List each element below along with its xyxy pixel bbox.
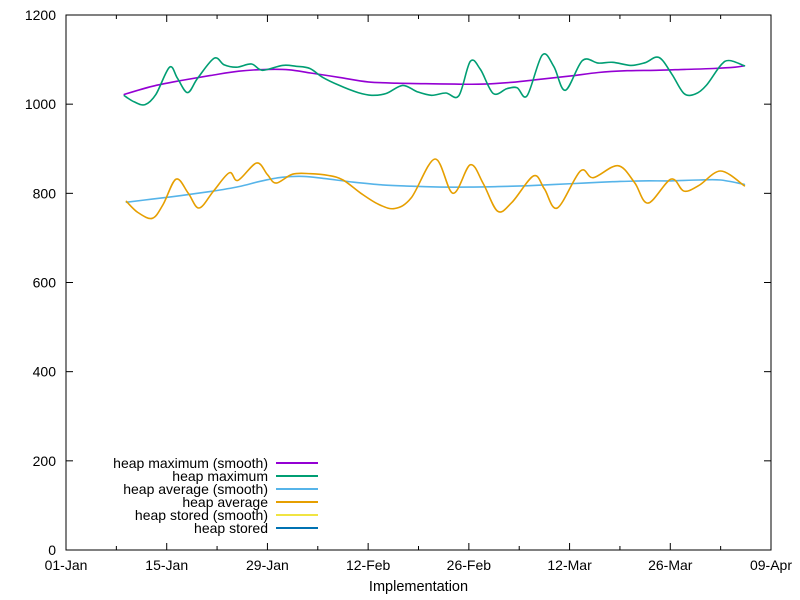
- x-tick-label: 09-Apr: [750, 557, 792, 573]
- y-tick-label: 0: [48, 542, 56, 558]
- legend-label: heap stored: [194, 520, 268, 536]
- x-tick-label: 15-Jan: [145, 557, 188, 573]
- x-tick-label: 01-Jan: [45, 557, 88, 573]
- legend-label: heap maximum (smooth): [113, 455, 268, 471]
- x-tick-label: 26-Mar: [648, 557, 693, 573]
- y-tick-label: 200: [33, 453, 57, 469]
- y-tick-label: 1200: [25, 7, 56, 23]
- series-heap-maximum: [123, 53, 746, 106]
- x-tick-label: 12-Feb: [346, 557, 391, 573]
- x-tick-label: 26-Feb: [447, 557, 492, 573]
- y-tick-label: 600: [33, 275, 57, 291]
- x-axis-title: Implementation: [368, 579, 469, 595]
- legend-label: heap average (smooth): [123, 481, 268, 497]
- y-tick-label: 800: [33, 185, 57, 201]
- y-tick-label: 1000: [25, 96, 56, 112]
- x-tick-label: 29-Jan: [246, 557, 289, 573]
- y-tick-label: 400: [33, 364, 57, 380]
- series-heap-average: [125, 158, 746, 220]
- x-tick-label: 12-Mar: [547, 557, 592, 573]
- series-heap-average-smooth: [125, 175, 746, 204]
- legend-label: heap stored (smooth): [135, 507, 268, 523]
- legend-label: heap maximum: [172, 468, 268, 484]
- legend-label: heap average: [182, 494, 268, 510]
- series-heap-maximum-smooth: [123, 65, 746, 96]
